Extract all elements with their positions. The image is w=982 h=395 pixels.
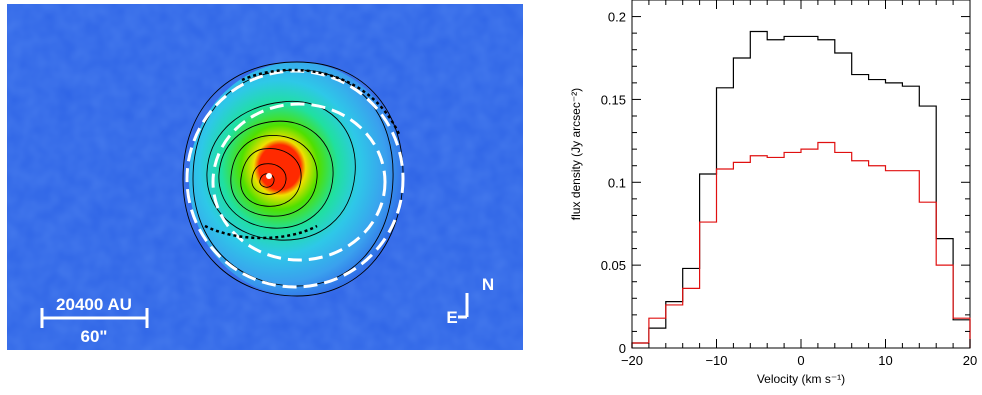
intensity-map: 20400 AU 60" N E xyxy=(7,4,523,350)
x-tick-label: −20 xyxy=(621,353,643,368)
chart-series xyxy=(631,30,971,348)
scalebar-top-label: 20400 AU xyxy=(56,295,132,314)
series-black-line xyxy=(631,30,971,348)
dotted-arc-top xyxy=(241,68,401,135)
compass-east-label: E xyxy=(446,308,457,327)
y-tick-label: 0 xyxy=(619,341,626,356)
y-tick-label: 0.15 xyxy=(601,92,626,107)
contour-lines xyxy=(182,61,404,297)
series-red-line xyxy=(631,141,971,348)
intensity-map-panel: 20400 AU 60" N E xyxy=(7,4,523,350)
spectrum-chart-panel: −20 −10 0 10 20 0 0.05 0.1 0.15 0.2 Velocity (km … xyxy=(560,0,982,390)
dotted-arc-bottom xyxy=(204,224,318,240)
x-tick-label: −10 xyxy=(705,353,727,368)
y-tick-label: 0.2 xyxy=(608,10,626,25)
x-tick-label: 10 xyxy=(878,353,892,368)
y-tick-label: 0.1 xyxy=(608,175,626,190)
x-tick-label: 0 xyxy=(797,353,804,368)
inner-dashed-ring xyxy=(211,102,387,262)
central-star-marker xyxy=(266,173,272,179)
y-axis-label: flux density (Jy arcsec⁻²) xyxy=(569,88,583,220)
scalebar-bottom-label: 60" xyxy=(81,327,108,346)
chart-ticks: −20 −10 0 10 20 0 0.05 0.1 0.15 0.2 xyxy=(601,0,977,368)
compass xyxy=(458,293,469,319)
scale-bar xyxy=(40,308,149,328)
x-tick-label: 20 xyxy=(963,353,977,368)
y-tick-label: 0.05 xyxy=(601,258,626,273)
spectrum-chart: −20 −10 0 10 20 0 0.05 0.1 0.15 0.2 Velocity (km … xyxy=(569,0,977,386)
x-axis-label: Velocity (km s⁻¹) xyxy=(757,372,845,386)
compass-north-label: N xyxy=(482,275,494,294)
